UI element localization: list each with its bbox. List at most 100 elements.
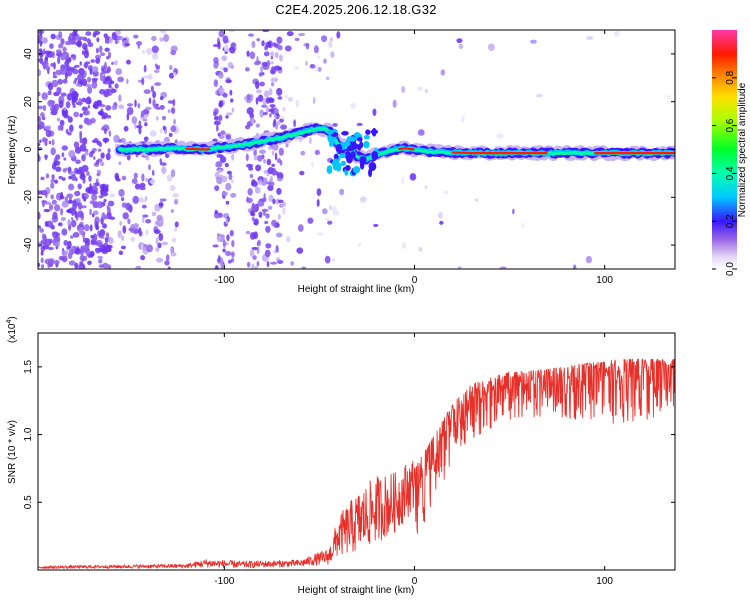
heatmap-speckle bbox=[63, 114, 70, 119]
heatmap-speckle bbox=[51, 199, 57, 205]
heatmap-speckle bbox=[151, 45, 159, 54]
heatmap-speckle bbox=[230, 98, 234, 103]
heatmap-speckle bbox=[41, 60, 49, 68]
heatmap-speckle bbox=[86, 171, 90, 176]
heatmap-speckle bbox=[106, 204, 110, 210]
heatmap-speckle bbox=[265, 97, 271, 104]
heatmap-speckle bbox=[666, 95, 672, 99]
heatmap-speckle bbox=[154, 63, 158, 68]
heatmap-speckle bbox=[131, 178, 138, 185]
heatmap-speckle bbox=[41, 92, 48, 100]
snr-plot-area bbox=[38, 333, 675, 570]
heatmap-speckle bbox=[126, 112, 130, 121]
heatmap-speckle bbox=[159, 30, 167, 34]
heatmap-speckle bbox=[63, 157, 67, 161]
heatmap-speckle bbox=[38, 142, 41, 147]
heatmap-speckle bbox=[85, 31, 92, 36]
heatmap-speckle bbox=[275, 257, 281, 261]
heatmap-speckle bbox=[90, 185, 98, 193]
heatmap-speckle bbox=[60, 64, 64, 71]
heatmap-speckle bbox=[317, 232, 324, 236]
heatmap-speckle bbox=[45, 125, 52, 130]
heatmap-speckle bbox=[79, 173, 86, 180]
heatmap-speckle bbox=[44, 238, 52, 247]
heatmap-speckle bbox=[284, 45, 292, 52]
heatmap-ridge-peak bbox=[398, 147, 415, 151]
heatmap-speckle bbox=[456, 38, 463, 44]
heatmap-speckle bbox=[98, 195, 104, 199]
heatmap-speckle bbox=[61, 200, 69, 208]
heatmap-blob bbox=[371, 127, 377, 137]
heatmap-speckle bbox=[91, 66, 99, 73]
heatmap-speckle bbox=[52, 51, 55, 59]
heatmap-speckle bbox=[117, 76, 125, 83]
heatmap-speckle bbox=[145, 229, 149, 236]
heatmap-speckle bbox=[249, 173, 254, 179]
heatmap-speckle bbox=[137, 103, 141, 109]
heatmap-speckle bbox=[251, 204, 258, 212]
heatmap-speckle bbox=[255, 97, 259, 105]
heatmap-speckle bbox=[147, 73, 153, 80]
heatmap-speckle bbox=[300, 150, 306, 156]
heatmap-blob bbox=[346, 136, 352, 143]
heatmap-speckle bbox=[253, 148, 257, 157]
heatmap-speckle bbox=[77, 183, 82, 190]
heatmap-speckle bbox=[135, 265, 142, 269]
heatmap-speckle bbox=[437, 211, 443, 219]
heatmap-blob bbox=[368, 168, 373, 178]
heatmap-speckle bbox=[102, 223, 107, 229]
heatmap-speckle bbox=[217, 41, 221, 50]
heatmap-speckle bbox=[139, 186, 146, 191]
heatmap-speckle bbox=[87, 42, 94, 48]
heatmap-speckle bbox=[83, 62, 89, 69]
heatmap-speckle bbox=[159, 37, 165, 42]
heatmap-speckle bbox=[220, 130, 226, 136]
heatmap-speckle bbox=[162, 125, 166, 131]
heatmap-speckle bbox=[122, 212, 129, 220]
heatmap-ridge bbox=[114, 122, 675, 178]
heatmap-speckle bbox=[212, 244, 219, 248]
heatmap-speckle bbox=[222, 35, 229, 44]
heatmap-speckle bbox=[164, 260, 170, 266]
heatmap-speckle bbox=[71, 90, 78, 99]
heatmap-speckle bbox=[87, 76, 92, 83]
heatmap-speckle bbox=[169, 185, 176, 192]
heatmap-speckle bbox=[401, 241, 407, 249]
heatmap-speckle bbox=[92, 104, 98, 109]
heatmap-speckle bbox=[248, 33, 254, 37]
heatmap-speckle bbox=[138, 120, 142, 126]
heatmap-speckle bbox=[231, 107, 235, 113]
heatmap-speckle bbox=[47, 99, 54, 107]
heatmap-speckle bbox=[38, 105, 44, 110]
heatmap-speckle bbox=[96, 201, 104, 209]
heatmap-speckle bbox=[293, 119, 297, 128]
heatmap-speckle bbox=[458, 43, 464, 50]
heatmap-speckle bbox=[75, 197, 81, 203]
heatmap-blob bbox=[359, 141, 364, 149]
heatmap-speckle bbox=[118, 94, 122, 102]
heatmap-speckle bbox=[38, 211, 41, 220]
heatmap-speckle bbox=[270, 82, 275, 87]
heatmap-speckle bbox=[530, 39, 537, 44]
heatmap-speckle bbox=[585, 255, 593, 264]
heatmap-speckle bbox=[88, 175, 92, 182]
snr-ticks: -100 0 100 0.5 1.0 1.5 bbox=[23, 333, 675, 587]
heatmap-speckle bbox=[218, 100, 224, 107]
heatmap-speckle bbox=[132, 195, 140, 204]
heatmap-speckle bbox=[294, 37, 300, 42]
heatmap-speckle bbox=[149, 179, 156, 185]
heatmap-speckle bbox=[330, 51, 335, 58]
heatmap-speckle bbox=[142, 216, 145, 224]
heatmap-speckle bbox=[79, 132, 83, 141]
heatmap-speckle bbox=[269, 104, 276, 108]
heatmap-speckle bbox=[105, 232, 110, 239]
snr-x-tick-label: 0 bbox=[412, 576, 418, 587]
heatmap-speckle bbox=[167, 109, 171, 114]
heatmap-speckle bbox=[218, 71, 224, 79]
heatmap-y-tick-label: -20 bbox=[23, 190, 34, 205]
heatmap-speckle bbox=[226, 234, 230, 242]
heatmap-speckle bbox=[215, 176, 222, 180]
heatmap-speckle bbox=[140, 255, 146, 261]
heatmap-speckle bbox=[94, 181, 100, 187]
heatmap-speckle bbox=[64, 72, 68, 80]
